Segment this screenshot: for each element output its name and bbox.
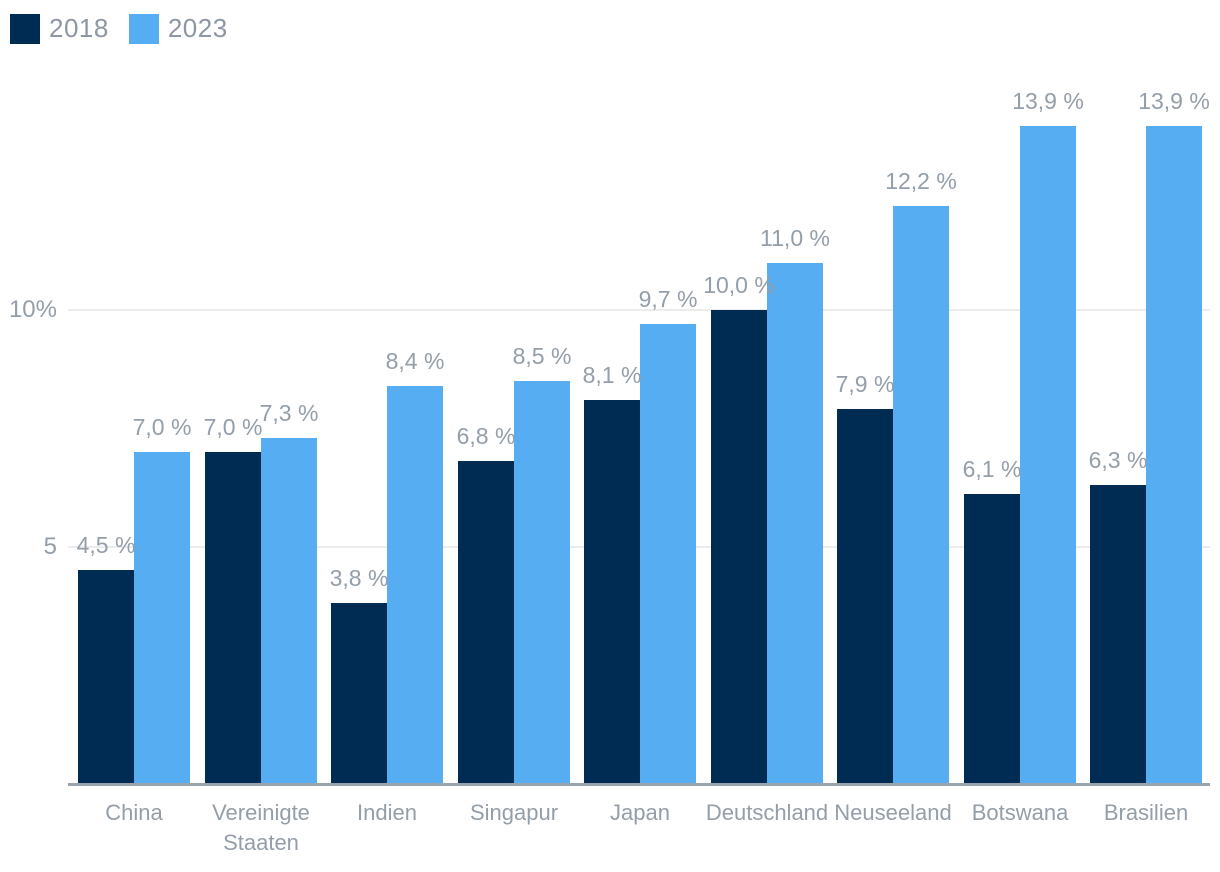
x-axis-category-label: Deutschland [705, 800, 829, 825]
y-axis-tick-label: 10% [8, 296, 57, 323]
bar-value-label: 6,1 % [962, 456, 1022, 482]
bar-value-label: 9,7 % [638, 286, 698, 312]
bar-value-label: 7,0 % [132, 414, 192, 440]
x-axis-category-label: Botswana [971, 800, 1069, 825]
x-axis-category-label: China [105, 800, 163, 825]
legend: 2018 2023 [10, 13, 228, 44]
gridline-10 [68, 309, 1210, 311]
legend-swatch-2018 [10, 13, 40, 44]
bar-2023 [261, 438, 317, 783]
bar-value-label: 13,9 % [1012, 88, 1084, 114]
bar-2023 [767, 263, 823, 783]
x-axis-category-label: Indien [357, 800, 417, 825]
x-axis-category-label: Japan [610, 800, 670, 825]
legend-label-2023: 2023 [167, 13, 228, 43]
x-axis-category-label: Brasilien [1103, 800, 1189, 825]
x-axis-line [68, 783, 1210, 786]
bar-value-label: 7,0 % [203, 414, 263, 440]
bar-2023 [640, 324, 696, 783]
bar-2018 [584, 400, 640, 783]
x-axis-category-label: Singapur [469, 800, 559, 825]
bar-value-label: 3,8 % [329, 565, 389, 591]
bar-value-label: 6,3 % [1088, 447, 1148, 473]
bar-value-label: 6,8 % [456, 423, 516, 449]
bar-2018 [458, 461, 514, 783]
bar-value-label: 8,4 % [385, 348, 445, 374]
legend-swatch-2023 [128, 13, 159, 44]
legend-label-2018: 2018 [49, 13, 109, 43]
x-axis-category-label: Neuseeland [834, 800, 952, 825]
bar-2023 [134, 452, 190, 783]
bar-2023 [1020, 126, 1076, 783]
bar-value-label: 10,0 % [703, 272, 775, 298]
legend-item-2023: 2023 [128, 13, 228, 44]
bar-value-label: 13,9 % [1138, 88, 1210, 114]
bar-2018 [711, 310, 767, 783]
bar-2023 [893, 206, 949, 783]
y-axis-tick-label: 5 [43, 533, 57, 560]
bar-value-label: 7,3 % [259, 400, 319, 426]
bar-2023 [1146, 126, 1202, 783]
bar-2018 [964, 494, 1020, 783]
bar-value-label: 12,2 % [885, 168, 957, 194]
bar-2018 [205, 452, 261, 783]
legend-item-2018: 2018 [10, 13, 109, 44]
bar-value-label: 7,9 % [835, 371, 895, 397]
x-axis-category-label: Vereinigte Staaten [212, 800, 310, 855]
bar-2018 [1090, 485, 1146, 783]
bar-2023 [387, 386, 443, 783]
bar-value-label: 11,0 % [760, 225, 830, 251]
bar-2023 [514, 381, 570, 783]
bar-2018 [78, 570, 134, 783]
bar-value-label: 8,1 % [582, 362, 642, 388]
bar-2018 [837, 409, 893, 783]
bar-2018 [331, 603, 387, 783]
bar-value-label: 8,5 % [512, 343, 572, 369]
bar-value-label: 4,5 % [76, 532, 136, 558]
